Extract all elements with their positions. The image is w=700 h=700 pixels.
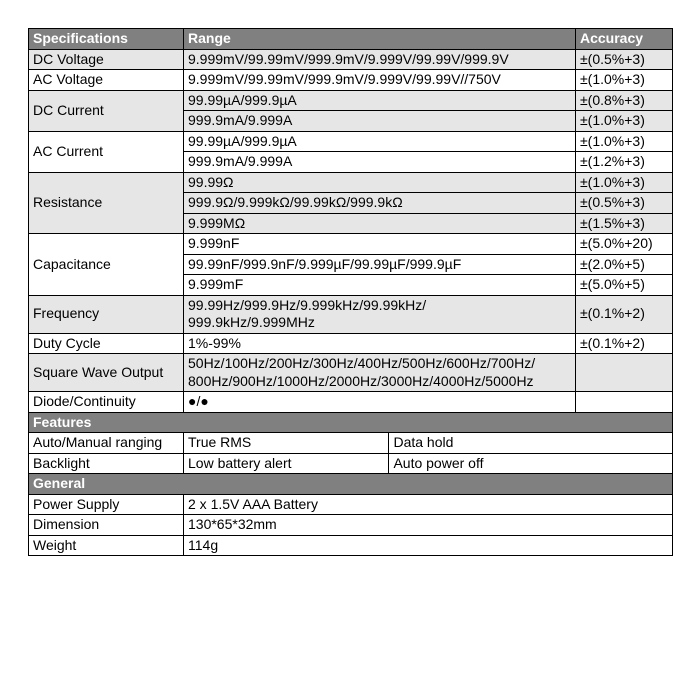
spec-accuracy: ±(0.8%+3) bbox=[576, 90, 673, 111]
header-accuracy: Accuracy bbox=[576, 29, 673, 50]
spec-accuracy bbox=[576, 354, 673, 392]
general-label: Dimension bbox=[29, 515, 184, 536]
spec-label: AC Voltage bbox=[29, 70, 184, 91]
header-spec: Specifications bbox=[29, 29, 184, 50]
spec-range: 99.99Hz/999.9Hz/9.999kHz/99.99kHz/ 999.9… bbox=[184, 295, 576, 333]
spec-accuracy: ±(5.0%+5) bbox=[576, 275, 673, 296]
spec-accuracy: ±(5.0%+20) bbox=[576, 234, 673, 255]
spec-range: 9.999mV/99.99mV/999.9mV/9.999V/99.99V/99… bbox=[184, 49, 576, 70]
spec-accuracy: ±(1.2%+3) bbox=[576, 152, 673, 173]
spec-accuracy: ±(2.0%+5) bbox=[576, 254, 673, 275]
spec-accuracy: ±(1.5%+3) bbox=[576, 213, 673, 234]
general-label: Power Supply bbox=[29, 494, 184, 515]
spec-range: 99.99Ω bbox=[184, 172, 576, 193]
spec-range: 99.99nF/999.9nF/9.999µF/99.99µF/999.9µF bbox=[184, 254, 576, 275]
header-range: Range bbox=[184, 29, 576, 50]
spec-label: DC Current bbox=[29, 90, 184, 131]
spec-range: 1%-99% bbox=[184, 333, 576, 354]
spec-label: Square Wave Output bbox=[29, 354, 184, 392]
spec-range: ●/● bbox=[184, 392, 576, 413]
spec-accuracy: ±(1.0%+3) bbox=[576, 70, 673, 91]
spec-label: Duty Cycle bbox=[29, 333, 184, 354]
spec-accuracy: ±(0.1%+2) bbox=[576, 333, 673, 354]
spec-range: 50Hz/100Hz/200Hz/300Hz/400Hz/500Hz/600Hz… bbox=[184, 354, 576, 392]
spec-accuracy: ±(1.0%+3) bbox=[576, 172, 673, 193]
general-header: General bbox=[29, 474, 673, 495]
spec-range: 99.99µA/999.9µA bbox=[184, 90, 576, 111]
feature-cell: Auto/Manual ranging bbox=[29, 433, 184, 454]
spec-accuracy: ±(0.5%+3) bbox=[576, 193, 673, 214]
general-value: 114g bbox=[184, 535, 673, 556]
spec-range: 9.999nF bbox=[184, 234, 576, 255]
spec-label: Resistance bbox=[29, 172, 184, 234]
spec-range: 999.9mA/9.999A bbox=[184, 111, 576, 132]
general-value: 130*65*32mm bbox=[184, 515, 673, 536]
spec-label: Diode/Continuity bbox=[29, 392, 184, 413]
feature-cell: True RMS bbox=[184, 433, 389, 453]
feature-cell: Data hold bbox=[389, 433, 672, 453]
spec-range: 999.9Ω/9.999kΩ/99.99kΩ/999.9kΩ bbox=[184, 193, 576, 214]
spec-range: 999.9mA/9.999A bbox=[184, 152, 576, 173]
spec-table: SpecificationsRangeAccuracyDC Voltage9.9… bbox=[28, 28, 673, 556]
feature-cell: Low battery alert bbox=[184, 454, 389, 474]
spec-label: AC Current bbox=[29, 131, 184, 172]
spec-range: 9.999mV/99.99mV/999.9mV/9.999V/99.99V//7… bbox=[184, 70, 576, 91]
general-label: Weight bbox=[29, 535, 184, 556]
feature-cell: Auto power off bbox=[389, 454, 672, 474]
spec-range: 9.999MΩ bbox=[184, 213, 576, 234]
spec-label: Capacitance bbox=[29, 234, 184, 296]
spec-label: Frequency bbox=[29, 295, 184, 333]
spec-accuracy: ±(1.0%+3) bbox=[576, 111, 673, 132]
spec-range: 99.99µA/999.9µA bbox=[184, 131, 576, 152]
spec-label: DC Voltage bbox=[29, 49, 184, 70]
general-value: 2 x 1.5V AAA Battery bbox=[184, 494, 673, 515]
features-header: Features bbox=[29, 412, 673, 433]
spec-range: 9.999mF bbox=[184, 275, 576, 296]
spec-accuracy: ±(1.0%+3) bbox=[576, 131, 673, 152]
spec-accuracy: ±(0.5%+3) bbox=[576, 49, 673, 70]
spec-accuracy bbox=[576, 392, 673, 413]
spec-accuracy: ±(0.1%+2) bbox=[576, 295, 673, 333]
feature-cell: Backlight bbox=[29, 453, 184, 474]
